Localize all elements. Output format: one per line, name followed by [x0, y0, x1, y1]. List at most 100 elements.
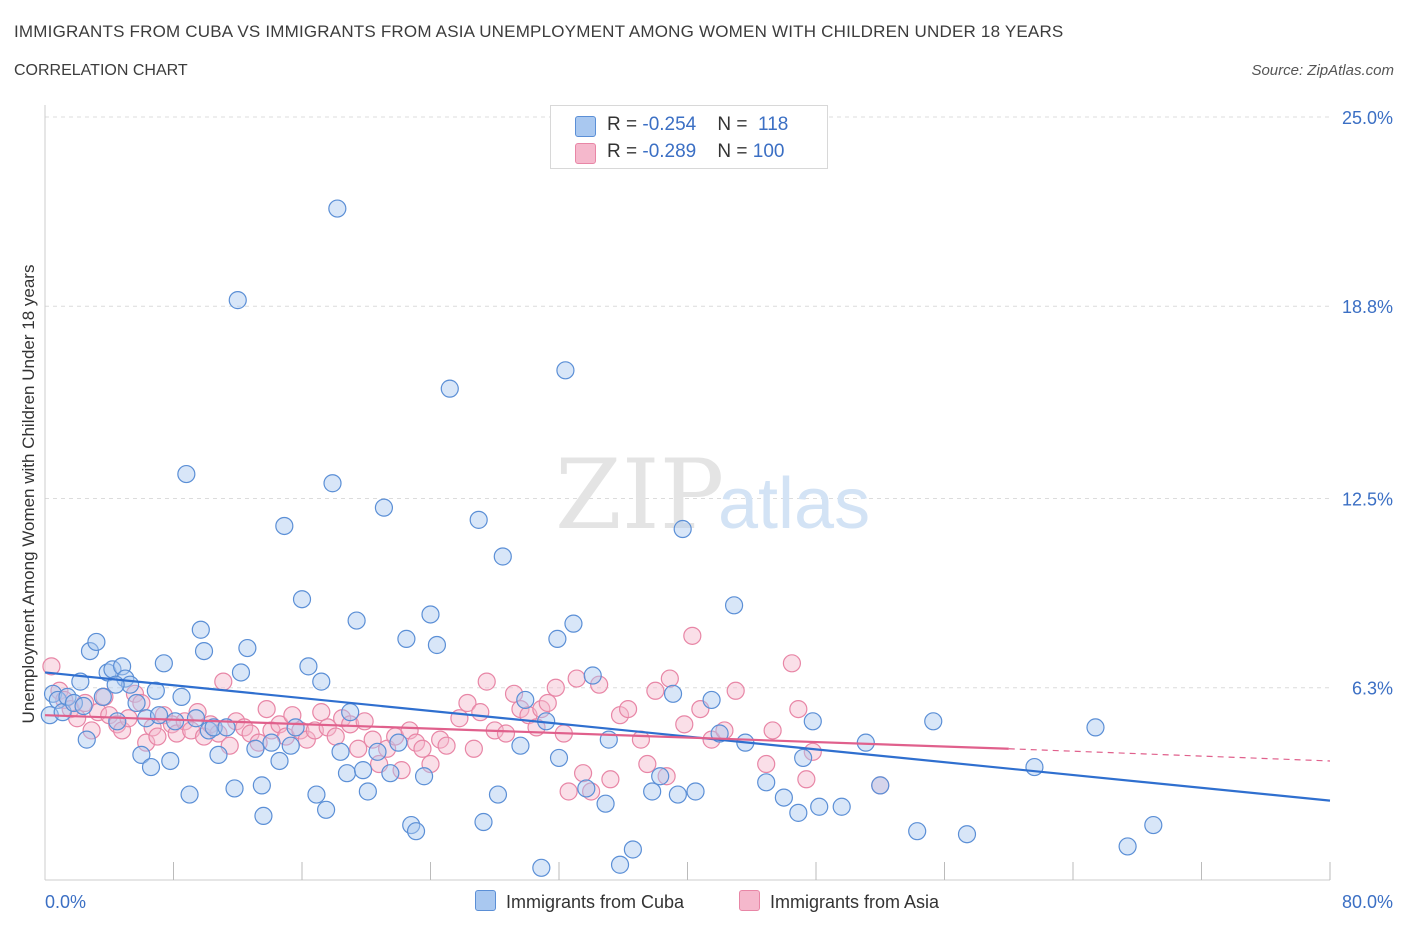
cuba-point: [651, 767, 670, 786]
cuba-point: [254, 806, 273, 826]
bottom-legend-swatch-cuba: [475, 890, 496, 911]
cuba-point: [427, 635, 447, 655]
asia-point: [82, 721, 101, 740]
cuba-point: [186, 709, 206, 728]
asia-point: [646, 681, 665, 700]
cuba-point: [493, 547, 512, 566]
asia-point: [567, 669, 586, 688]
chart-title: IMMIGRANTS FROM CUBA VS IMMIGRANTS FROM …: [14, 22, 1064, 41]
cuba-point: [177, 464, 196, 484]
asia-point: [683, 626, 702, 645]
cuba-point: [141, 757, 161, 777]
cuba-point: [353, 761, 373, 780]
legend-r-value-cuba: -0.254: [642, 114, 697, 135]
cuba-point: [172, 687, 191, 706]
cuba-point: [281, 736, 300, 755]
asia-point: [148, 727, 167, 746]
cuba-point: [347, 611, 366, 630]
asia-point: [538, 693, 557, 713]
cuba-point: [80, 641, 100, 661]
source-credit: Source: ZipAtlas.com: [1251, 62, 1394, 79]
cuba-point: [596, 794, 615, 813]
cuba-point: [668, 785, 687, 804]
cuba-point: [643, 782, 662, 801]
legend-r-label: R =: [607, 114, 643, 135]
cuba-point: [1025, 757, 1044, 777]
trend-lines: [44, 671, 1331, 802]
grid-layer: [45, 116, 1330, 689]
y-tick-label: 12.5%: [1342, 490, 1393, 510]
watermark-atlas: atlas: [718, 464, 870, 544]
cuba-point: [93, 687, 112, 706]
cuba-point: [180, 785, 199, 804]
asia-point: [757, 754, 776, 774]
cuba-point: [228, 291, 247, 310]
cuba-point: [440, 379, 459, 398]
cuba-point: [246, 739, 265, 758]
cuba-point: [488, 785, 508, 804]
cuba-point: [686, 782, 705, 801]
cuba-point: [402, 815, 421, 835]
asia-point: [125, 684, 145, 703]
cuba-point: [77, 730, 96, 749]
cuba-point: [610, 855, 630, 874]
asia-point: [214, 672, 233, 691]
correlation-legend: R = -0.254 N = 118 R = -0.289 N = 100: [550, 105, 828, 169]
asia-point: [312, 703, 331, 722]
asia-point: [471, 703, 490, 722]
watermark: ZIP atlas: [555, 439, 870, 551]
cuba-point: [389, 733, 408, 752]
cuba-point: [341, 703, 360, 722]
cuba-point: [292, 590, 312, 609]
asia-point: [392, 761, 411, 780]
asia-point: [573, 764, 593, 783]
cuba-point: [127, 693, 146, 713]
cuba-point: [74, 696, 93, 716]
cuba-point: [299, 657, 318, 676]
cuba-point: [957, 825, 977, 844]
cuba-point: [511, 736, 530, 755]
asia-point: [464, 739, 483, 758]
asia-point: [413, 739, 432, 758]
cuba-point: [1144, 815, 1163, 835]
y-tick-label: 25.0%: [1342, 108, 1393, 128]
cuba-point: [908, 822, 927, 841]
cuba-point: [549, 748, 569, 768]
cuba-point: [217, 718, 236, 737]
asia-point: [582, 782, 601, 801]
cuba-point: [191, 620, 210, 639]
asia-point: [291, 721, 310, 740]
asia-point: [797, 770, 816, 789]
watermark-zip: ZIP: [555, 439, 724, 551]
cuba-point: [381, 764, 400, 783]
bottom-legend-label-asia: Immigrants from Asia: [770, 892, 940, 912]
asia-point: [504, 684, 524, 703]
asia-point: [763, 721, 782, 740]
asia-point: [675, 715, 694, 734]
cuba-point: [556, 361, 575, 380]
cuba-point: [794, 748, 813, 768]
cuba-point: [774, 788, 793, 807]
cuba-point: [270, 751, 289, 771]
cuba-point: [623, 840, 642, 859]
bottom-legend-asia: Immigrants from Asia: [739, 890, 939, 913]
cuba-point: [337, 764, 357, 783]
asia-point: [618, 699, 638, 719]
cuba-point: [469, 510, 488, 529]
cuba-point: [532, 858, 551, 877]
asia-point: [326, 727, 345, 746]
cuba-point: [149, 706, 169, 725]
series-cuba-points: [40, 199, 1163, 877]
cuba-point: [406, 822, 426, 841]
legend-n-value-asia: 100: [752, 141, 785, 162]
cuba-point: [209, 745, 228, 764]
asia-point: [631, 730, 651, 749]
legend-n-value-cuba: 118: [758, 114, 789, 135]
cuba-point: [161, 751, 180, 771]
cuba-point: [323, 474, 342, 493]
cuba-point: [194, 641, 214, 661]
cuba-point: [871, 776, 890, 795]
asia-point: [437, 736, 456, 755]
cuba-point: [663, 684, 683, 703]
asia-point: [257, 699, 276, 719]
